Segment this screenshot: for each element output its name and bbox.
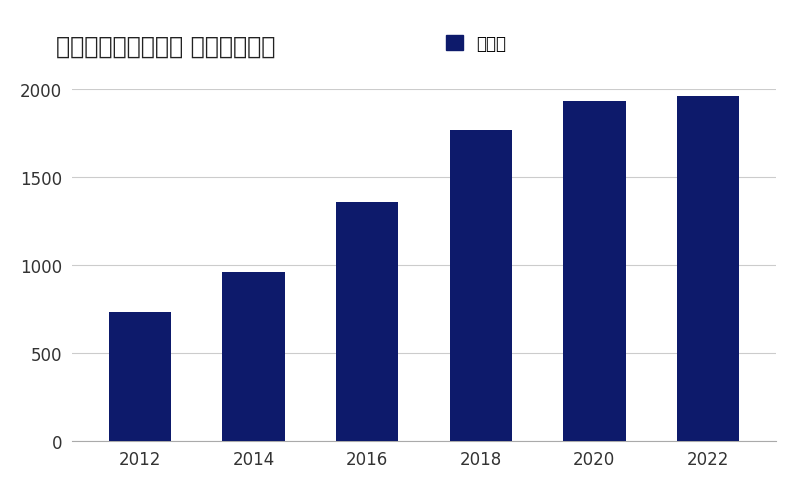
Bar xyxy=(677,97,739,441)
Text: ＜ハローストレージ 物件数推移＞: ＜ハローストレージ 物件数推移＞ xyxy=(56,35,275,59)
Legend: 物件数: 物件数 xyxy=(446,36,506,53)
Bar xyxy=(336,202,398,441)
Bar xyxy=(222,273,285,441)
Bar xyxy=(450,130,512,441)
Bar xyxy=(563,102,626,441)
Bar xyxy=(109,313,171,441)
